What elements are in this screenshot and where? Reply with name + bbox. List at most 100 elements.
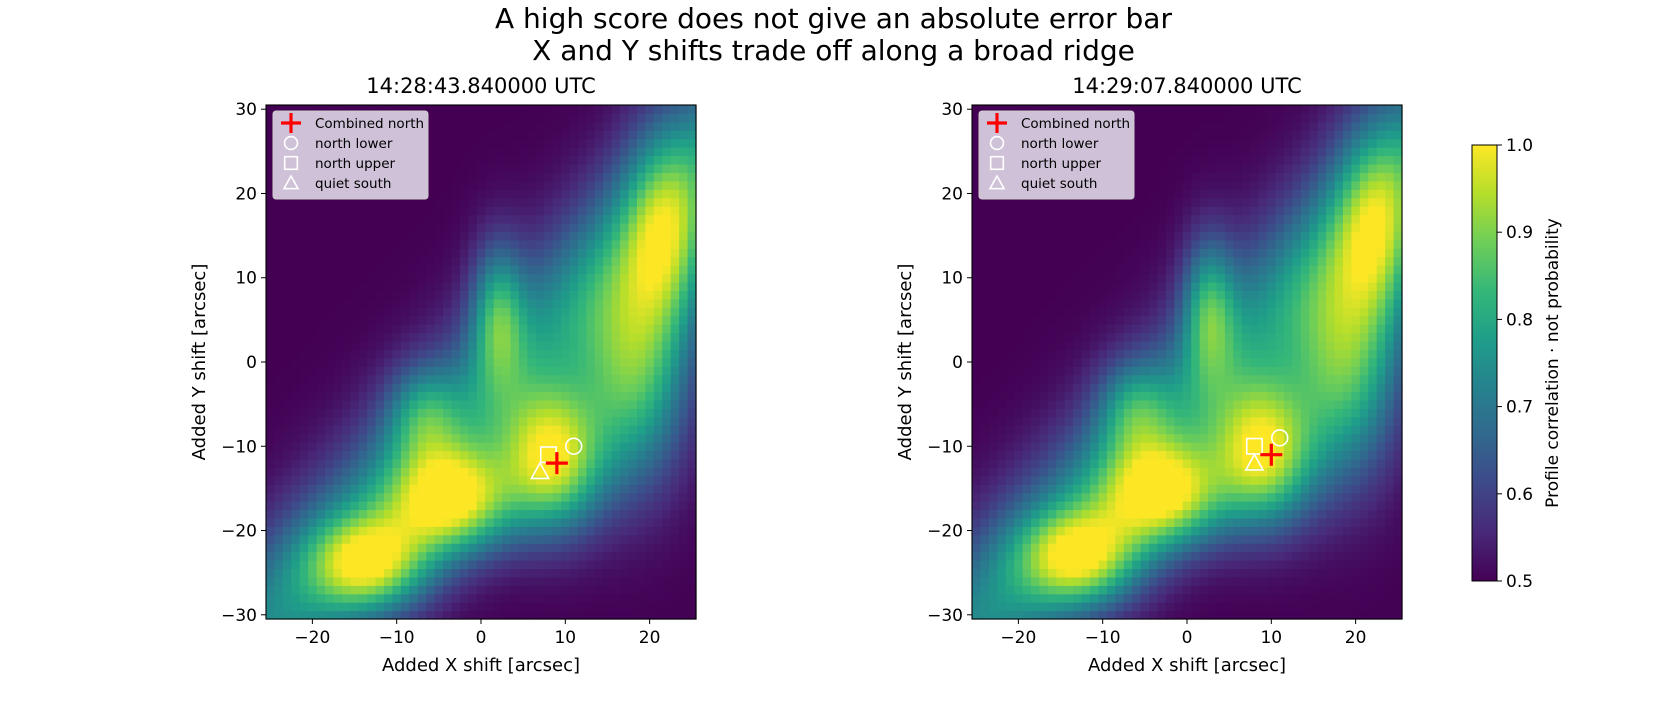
heatmap-cell — [552, 172, 562, 182]
heatmap-cell — [1191, 163, 1201, 174]
heatmap-cell — [1022, 509, 1032, 519]
heatmap-cell — [308, 610, 318, 620]
heatmap-cell — [611, 189, 621, 199]
heatmap-cell — [1098, 543, 1108, 553]
heatmap-cell — [527, 222, 537, 232]
heatmap-cell — [1115, 265, 1125, 275]
heatmap-cell — [577, 307, 587, 317]
heatmap-cell — [980, 399, 990, 409]
heatmap-cell — [1039, 551, 1049, 561]
heatmap-cell — [443, 543, 453, 553]
heatmap-cell — [1208, 180, 1218, 190]
heatmap-cell — [518, 610, 528, 620]
heatmap-cell — [636, 450, 647, 460]
heatmap-cell — [1149, 130, 1159, 140]
heatmap-cell — [459, 273, 469, 283]
heatmap-cell — [510, 130, 520, 140]
heatmap-cell — [1005, 332, 1015, 342]
heatmap-cell — [1014, 374, 1024, 384]
heatmap-cell — [1098, 281, 1108, 291]
heatmap-cell — [1115, 568, 1125, 578]
heatmap-cell — [367, 610, 377, 620]
heatmap-cell — [400, 357, 410, 367]
heatmap-cell — [679, 374, 689, 384]
heatmap-cell — [1140, 484, 1150, 494]
heatmap-cell — [1031, 568, 1041, 578]
heatmap-cell — [988, 551, 998, 561]
heatmap-cell — [367, 206, 377, 216]
heatmap-cell — [1165, 416, 1175, 426]
heatmap-cell — [653, 248, 663, 258]
heatmap-cell — [282, 526, 292, 536]
combined-north-marker — [545, 452, 568, 475]
heatmap-cell — [645, 256, 655, 266]
heatmap-cell — [316, 442, 326, 452]
heatmap-cell — [1140, 206, 1150, 216]
heatmap-cell — [468, 509, 478, 519]
heatmap-cell — [603, 121, 613, 131]
heatmap-cell — [611, 543, 621, 553]
heatmap-cell — [1191, 374, 1201, 384]
heatmap-cell — [611, 105, 621, 115]
heatmap-cell — [1123, 357, 1133, 367]
heatmap-cell — [443, 222, 453, 232]
heatmap-cell — [266, 383, 276, 393]
heatmap-cell — [586, 307, 596, 317]
heatmap-cell — [997, 239, 1007, 249]
heatmap-cell — [687, 147, 697, 157]
heatmap-cell — [299, 214, 309, 224]
heatmap-cell — [577, 551, 587, 561]
heatmap-cell — [1199, 433, 1209, 443]
heatmap-cell — [384, 467, 394, 477]
heatmap-cell — [434, 113, 444, 123]
heatmap-cell — [1140, 180, 1150, 190]
heatmap-cell — [679, 366, 689, 376]
heatmap-cell — [299, 433, 309, 443]
heatmap-cell — [1123, 105, 1133, 115]
heatmap-cell — [670, 138, 680, 148]
heatmap-cell — [451, 391, 461, 401]
heatmap-cell — [274, 551, 284, 561]
heatmap-cell — [426, 602, 436, 612]
heatmap-cell — [586, 408, 596, 418]
heatmap-cell — [1149, 509, 1159, 519]
heatmap-cell — [375, 576, 385, 586]
heatmap-cell — [426, 189, 436, 199]
heatmap-cell — [291, 475, 301, 485]
heatmap-cell — [1157, 484, 1167, 494]
heatmap-cell — [333, 450, 343, 460]
heatmap-cell — [569, 180, 579, 190]
heatmap-cell — [384, 214, 394, 224]
heatmap-cell — [544, 492, 554, 502]
heatmap-cell — [434, 349, 444, 359]
heatmap-cell — [426, 433, 436, 443]
heatmap-cell — [679, 155, 689, 165]
heatmap-cell — [325, 340, 335, 350]
heatmap-cell — [1208, 509, 1218, 519]
heatmap-cell — [679, 189, 689, 199]
heatmap-cell — [586, 425, 596, 435]
heatmap-cell — [552, 610, 562, 620]
heatmap-cell — [1090, 281, 1100, 291]
heatmap-cell — [620, 442, 630, 452]
heatmap-cell — [670, 265, 680, 275]
heatmap-cell — [577, 138, 587, 148]
heatmap-cell — [367, 366, 377, 376]
heatmap-cell — [468, 475, 478, 485]
heatmap-cell — [544, 340, 554, 350]
heatmap-cell — [535, 484, 545, 494]
heatmap-cell — [266, 366, 276, 376]
heatmap-cell — [375, 324, 385, 334]
heatmap-cell — [358, 340, 368, 350]
heatmap-cell — [476, 568, 486, 578]
heatmap-cell — [1123, 231, 1133, 241]
heatmap-cell — [552, 265, 562, 275]
heatmap-cell — [611, 568, 621, 578]
heatmap-cell — [434, 534, 444, 544]
legend-label: quiet south — [315, 176, 391, 192]
heatmap-cell — [274, 324, 284, 334]
heatmap-cell — [459, 509, 469, 519]
heatmap-cell — [1115, 290, 1125, 300]
heatmap-cell — [687, 475, 697, 485]
heatmap-cell — [988, 281, 998, 291]
